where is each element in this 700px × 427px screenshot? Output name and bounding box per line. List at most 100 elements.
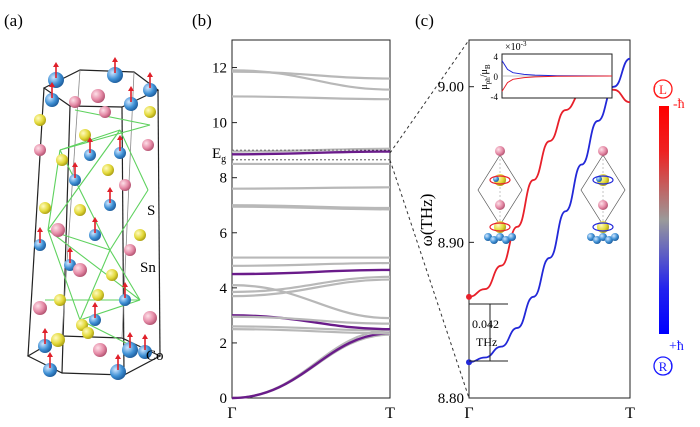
mini-atom-s <box>494 221 506 233</box>
atom-co <box>110 364 126 380</box>
spin-arrowhead <box>87 137 93 142</box>
spin-arrowhead <box>147 72 153 77</box>
colorbar-top-label: -ħ <box>673 97 685 112</box>
inset-curves <box>501 60 613 92</box>
atom-co <box>43 363 57 377</box>
panel-c-label: (c) <box>415 11 434 30</box>
panel-b-xtick-gamma: Γ <box>227 405 236 422</box>
band-line <box>231 328 391 335</box>
colorbar-top-circle-letter: L <box>659 82 667 97</box>
panel-b-bands <box>231 69 391 400</box>
atom-s <box>82 327 94 339</box>
atom-co <box>38 339 52 353</box>
atom-sn <box>51 223 65 237</box>
band-line <box>231 268 391 276</box>
atom-co <box>89 229 101 241</box>
atom-co <box>69 174 81 186</box>
atom-s <box>92 289 104 301</box>
bond <box>59 124 151 151</box>
colorbar-gradient <box>659 106 669 334</box>
panel-b: (b) 0 2 4 6 8 10 12 Eg Γ T <box>192 11 395 422</box>
band-line <box>231 278 391 298</box>
phonon-curve-blue <box>468 57 631 364</box>
band-line <box>231 329 391 400</box>
spin-arrowhead <box>107 187 113 192</box>
inset-ytick-neg4: -4 <box>491 92 499 102</box>
inset-ylabel: μph/μB <box>479 64 492 90</box>
band-line <box>231 314 391 331</box>
inset: ×10-3 4 0 -4 μph/μB <box>479 40 613 102</box>
atom-co <box>89 314 101 326</box>
atom-sn <box>91 89 105 103</box>
mini-atom-co <box>587 233 595 241</box>
zoom-connectors <box>389 39 470 399</box>
band-line <box>231 204 391 210</box>
band-line <box>231 332 391 400</box>
gamma-point-blue <box>466 359 472 366</box>
rotation-arrow <box>489 222 511 232</box>
atom-sn <box>99 106 111 118</box>
ytick-label: 12 <box>212 61 227 77</box>
band-line <box>231 69 391 91</box>
ytick-label: 4 <box>220 281 228 297</box>
bond <box>79 249 111 321</box>
atom-co <box>34 239 46 251</box>
atom-s <box>54 294 66 306</box>
spin-arrowhead <box>72 162 78 167</box>
band-line <box>231 275 391 294</box>
ytick-label: 8.90 <box>438 235 464 251</box>
panel-b-axes <box>231 39 391 399</box>
band-line <box>231 283 391 320</box>
atom-s <box>134 229 146 241</box>
mini-atom-co <box>605 236 613 244</box>
mini-atom-co <box>496 233 504 241</box>
colorbar-bottom-circle-letter: R <box>659 359 668 374</box>
panel-c-xtick-gamma: Γ <box>464 405 473 422</box>
panel-a: (a) S Sn Co <box>4 11 164 380</box>
atom-label-sn: Sn <box>140 260 156 276</box>
mode-sketch-right <box>580 146 626 244</box>
colorbar-bottom-arrow <box>667 362 673 375</box>
bond <box>47 129 121 231</box>
mini-atom-co <box>611 233 619 241</box>
spin-arrowhead <box>42 328 48 333</box>
atom-co <box>114 147 126 159</box>
atom-s <box>56 154 68 166</box>
atom-sn <box>33 301 47 315</box>
spin-arrowhead <box>122 282 128 287</box>
panel-a-label: (a) <box>4 11 23 30</box>
gap-annotation <box>469 303 508 362</box>
inset-curve-red <box>501 75 613 92</box>
spin-arrowhead <box>92 302 98 307</box>
ytick-label: 6 <box>220 226 228 242</box>
atom-sn <box>93 343 107 357</box>
mini-atom-sn <box>598 200 608 210</box>
atom-sn <box>34 144 46 156</box>
panel-b-yticks: 0 2 4 6 8 10 12 <box>212 61 237 407</box>
inset-curve-blue <box>501 60 613 77</box>
spin-arrowhead <box>37 227 43 232</box>
spin-arrowhead <box>53 62 59 67</box>
atom-s <box>79 129 91 141</box>
band-line <box>231 95 391 101</box>
band-line <box>231 261 391 267</box>
atom-sn <box>69 96 81 108</box>
bond <box>59 149 111 251</box>
atom-s <box>102 164 114 176</box>
mini-atom-s <box>597 221 609 233</box>
panel-b-label: (b) <box>192 11 212 30</box>
ytick-label: 10 <box>212 116 227 132</box>
mini-frame <box>580 154 626 226</box>
atom-label-s: S <box>147 203 155 219</box>
spin-arrowhead <box>49 82 55 87</box>
bond <box>74 109 151 126</box>
rotation-arrow <box>489 175 511 185</box>
gap-value: 0.042 <box>472 317 499 331</box>
panel-c: (c) 8.80 8.90 9.00 ω(THz) 0.042 THz ×10-3 … <box>415 11 635 422</box>
band-line <box>231 325 391 332</box>
mini-atom-co <box>490 236 498 244</box>
ytick-label: 8 <box>220 171 228 187</box>
panel-c-ylabel: ω(THz) <box>417 194 436 247</box>
atom-sn <box>143 311 157 325</box>
atom-sn <box>124 244 136 256</box>
